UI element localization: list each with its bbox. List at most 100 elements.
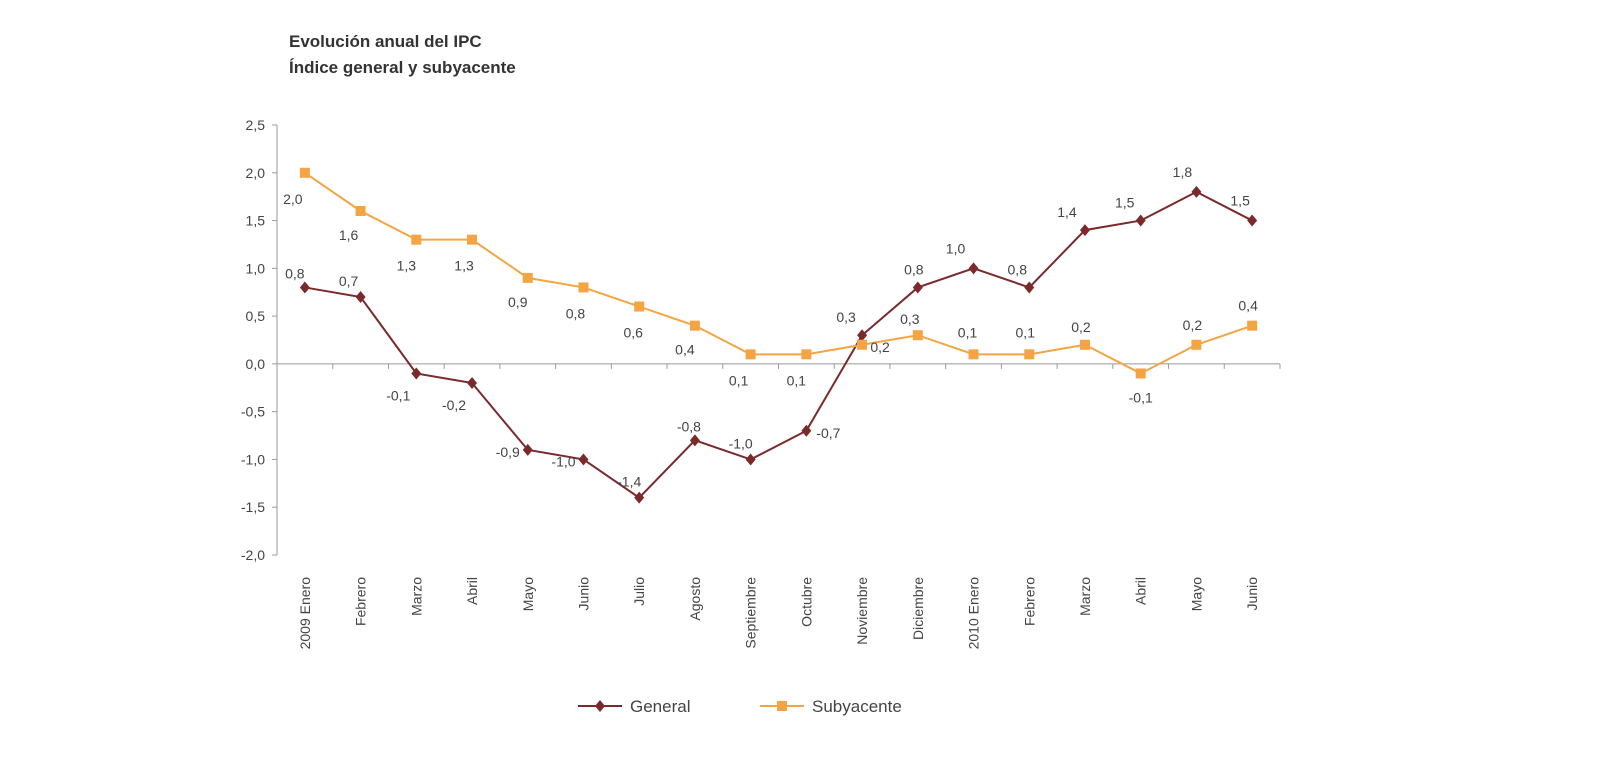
point-general xyxy=(1079,224,1090,237)
x-tick-label: Diciembre xyxy=(910,577,926,640)
data-label: 0,9 xyxy=(508,294,528,310)
point-subyacente xyxy=(912,330,923,341)
x-tick-label: Abril xyxy=(464,577,480,605)
legend-label: Subyacente xyxy=(812,697,902,716)
chart-subtitle: Índice general y subyacente xyxy=(289,58,516,77)
data-label: 0,2 xyxy=(1071,319,1091,335)
data-label: 0,1 xyxy=(787,372,807,388)
point-general xyxy=(1135,214,1146,227)
data-label: 0,6 xyxy=(623,325,643,341)
y-tick-label: -2,0 xyxy=(241,547,265,563)
point-general xyxy=(522,443,533,456)
point-subyacente xyxy=(299,167,310,178)
chart-title: Evolución anual del IPC xyxy=(289,32,482,51)
data-label: -0,1 xyxy=(386,387,410,403)
data-label: 0,7 xyxy=(339,273,359,289)
x-tick-label: Julio xyxy=(631,577,647,606)
legend-marker-subyacente xyxy=(777,701,787,711)
point-general xyxy=(411,367,422,380)
x-tick-label: Junio xyxy=(575,577,591,611)
x-tick-label: Febrero xyxy=(1021,577,1037,626)
x-tick-label: Febrero xyxy=(353,577,369,626)
y-tick-label: -1,0 xyxy=(241,451,265,467)
data-label: 0,3 xyxy=(900,311,920,327)
point-general xyxy=(467,377,478,389)
data-label: 0,2 xyxy=(1183,317,1203,333)
x-tick-label: Mayo xyxy=(520,577,536,611)
y-tick-label: 2,5 xyxy=(246,117,266,133)
data-label: -0,9 xyxy=(496,444,520,460)
data-label: 1,5 xyxy=(1115,195,1135,211)
data-label: -0,8 xyxy=(677,418,701,434)
point-general xyxy=(1024,281,1035,294)
point-general xyxy=(689,434,700,447)
x-tick-label: 2010 Enero xyxy=(966,577,982,650)
data-label: -1,0 xyxy=(729,435,753,451)
point-subyacente xyxy=(1135,368,1146,379)
data-label: 1,8 xyxy=(1173,164,1193,180)
data-label: -1,0 xyxy=(551,453,575,469)
x-tick-label: Septiembre xyxy=(743,577,759,649)
x-tick-label: Marzo xyxy=(1077,577,1093,616)
point-general xyxy=(1247,214,1258,227)
y-tick-label: 0,5 xyxy=(246,308,266,324)
data-label: 0,1 xyxy=(729,372,749,388)
y-tick-label: 1,0 xyxy=(246,260,266,276)
point-general xyxy=(745,453,756,466)
point-subyacente xyxy=(522,272,533,283)
data-label: 0,1 xyxy=(958,324,978,340)
point-subyacente xyxy=(801,349,812,360)
point-general xyxy=(634,491,645,504)
x-tick-label: Noviembre xyxy=(854,577,870,645)
point-subyacente xyxy=(1191,339,1202,350)
point-general xyxy=(968,262,979,275)
y-tick-label: -0,5 xyxy=(241,404,265,420)
point-subyacente xyxy=(634,301,645,312)
point-subyacente xyxy=(857,339,868,350)
point-general xyxy=(912,281,923,294)
legend-marker-general xyxy=(595,700,605,712)
data-label: 2,0 xyxy=(283,191,303,207)
data-label: 0,8 xyxy=(285,265,305,281)
point-subyacente xyxy=(1079,339,1090,350)
point-subyacente xyxy=(745,349,756,360)
x-tick-label: Abril xyxy=(1133,577,1149,605)
data-label: 0,3 xyxy=(836,309,856,325)
data-label: -1,4 xyxy=(617,474,641,490)
y-tick-label: -1,5 xyxy=(241,499,265,515)
point-subyacente xyxy=(411,234,422,245)
data-label: 0,4 xyxy=(1238,298,1258,314)
y-tick-label: 2,0 xyxy=(246,165,266,181)
data-label: 0,1 xyxy=(1016,324,1036,340)
point-general xyxy=(299,281,310,294)
data-label: 1,3 xyxy=(454,258,474,274)
point-general xyxy=(801,424,812,437)
data-label: 1,0 xyxy=(946,240,966,256)
y-tick-label: 1,5 xyxy=(246,213,266,229)
data-label: -0,1 xyxy=(1129,389,1153,405)
x-tick-label: Agosto xyxy=(687,577,703,621)
data-label: 0,2 xyxy=(870,339,890,355)
point-general xyxy=(355,291,366,303)
point-subyacente xyxy=(1024,349,1035,360)
point-general xyxy=(857,329,868,342)
x-tick-label: Mayo xyxy=(1188,577,1204,611)
data-label: 0,8 xyxy=(1008,261,1028,277)
legend-label: General xyxy=(630,697,690,716)
data-label: 0,8 xyxy=(904,261,924,277)
x-tick-label: Marzo xyxy=(408,577,424,616)
point-subyacente xyxy=(689,320,700,331)
series-line-subyacente xyxy=(304,171,1253,375)
point-subyacente xyxy=(968,349,979,360)
data-label: 0,4 xyxy=(675,342,695,358)
point-general xyxy=(1191,185,1202,198)
data-label: 1,6 xyxy=(339,227,359,243)
x-tick-label: Octubre xyxy=(798,577,814,627)
x-tick-label: 2009 Enero xyxy=(297,577,313,650)
data-label: -0,7 xyxy=(816,425,840,441)
data-label: 0,8 xyxy=(566,305,586,321)
point-subyacente xyxy=(355,206,366,216)
x-tick-label: Junio xyxy=(1244,577,1260,611)
point-subyacente xyxy=(1247,320,1258,331)
